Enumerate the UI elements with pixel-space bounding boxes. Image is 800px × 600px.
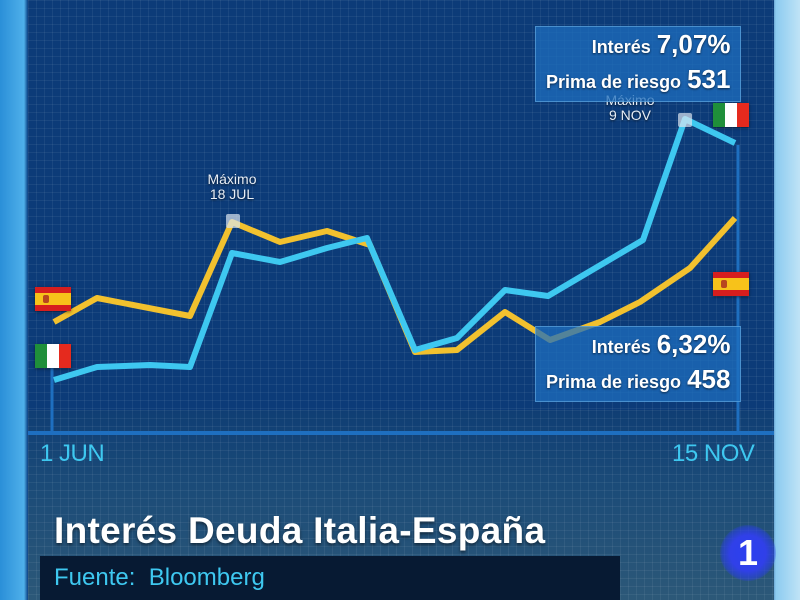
title-box: Interés Deuda Italia-España: [40, 500, 620, 600]
source-text: Fuente: Bloomberg: [54, 564, 265, 592]
peak-label-jul: Máximo 18 JUL: [192, 172, 272, 202]
source-value: Bloomberg: [148, 564, 265, 591]
italy-interest-value: 7,07%: [656, 29, 731, 59]
spain-callout: Interés 6,32% Prima de riesgo 458: [535, 326, 742, 402]
peak-jul-title: Máximo: [207, 171, 257, 187]
spain-premium-label: Prima de riesgo: [546, 372, 682, 392]
spain-interest-label: Interés: [591, 337, 651, 357]
italy-callout: Interés 7,07% Prima de riesgo 531: [535, 26, 742, 102]
italy-premium-value: 531: [687, 64, 731, 94]
italy-premium-label: Prima de riesgo: [546, 72, 682, 92]
chart-title: Interés Deuda Italia-España: [54, 510, 546, 551]
italy-interest-label: Interés: [591, 37, 651, 57]
peak-jul-date: 18 JUL: [209, 186, 255, 202]
source-bar: Fuente: Bloomberg: [40, 556, 620, 600]
source-label: Fuente:: [54, 564, 136, 591]
peak-marker-nov: [678, 113, 692, 127]
x-axis-start-label: 1 JUN: [40, 440, 105, 467]
italy-line: [53, 116, 737, 383]
channel-logo-icon: 1: [720, 525, 776, 581]
peak-marker-jul: [226, 214, 240, 228]
spain-interest-value: 6,32%: [656, 329, 731, 359]
x-axis-end-label: 15 NOV: [672, 440, 755, 467]
spain-premium-value: 458: [687, 364, 731, 394]
peak-nov-date: 9 NOV: [608, 107, 651, 123]
italy-flag-icon-end: [713, 103, 749, 127]
italy-flag-icon: [35, 344, 71, 368]
spain-flag-icon: [35, 287, 71, 311]
spain-flag-icon-end: [713, 272, 749, 296]
